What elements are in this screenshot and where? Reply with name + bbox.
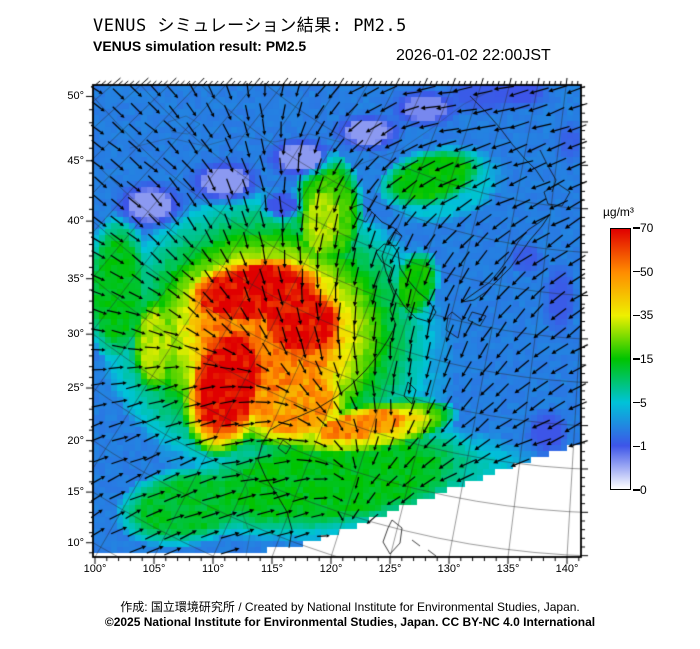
y-axis-tick-label: 15° [67,486,84,499]
colorbar-tick-label: 5 [640,395,647,410]
colorbar-tick [633,489,640,491]
y-axis-tick-label: 25° [67,382,84,395]
colorbar-tick [633,314,640,317]
colorbar-tick [633,445,640,448]
y-axis-tick-label: 10° [67,536,84,549]
colorbar-tick-label: 70 [640,221,654,235]
x-axis-tick-label: 140° [555,563,579,575]
x-axis-tick-label: 125° [378,563,402,575]
y-axis-tick-label: 50° [67,90,84,103]
y-axis-tick-label: 40° [67,215,84,228]
valid-timestamp: 2026-01-02 22:00JST [396,47,551,64]
page-title-japanese: VENUS シミュレーション結果: PM2.5 [93,16,407,36]
colorbar-tick [633,401,640,404]
colorbar-tick-label: 50 [640,264,654,279]
colorbar [610,228,631,490]
page-title-english: VENUS simulation result: PM2.5 [93,38,307,54]
x-axis-tick-label: 105° [142,563,166,575]
colorbar-tick [633,358,640,360]
x-axis-tick-label: 130° [437,563,461,575]
x-axis-tick-label: 115° [261,563,283,575]
y-axis-tick-label: 30° [67,328,84,341]
credit-line: 作成: 国立環境研究所 / Created by National Instit… [120,600,580,614]
colorbar-tick-label: 15 [640,352,654,366]
x-axis-tick-label: 100° [83,563,107,575]
x-axis-tick-label: 135° [496,563,520,575]
colorbar-tick [633,227,640,229]
colorbar-tick [633,270,640,273]
y-axis-tick-label: 20° [67,434,84,447]
colorbar-unit-label: µg/m³ [603,205,634,219]
colorbar-tick-label: 0 [640,483,647,497]
y-axis-tick-label: 45° [67,154,84,167]
colorbar-tick-label: 35 [640,308,654,323]
copyright-line: ©2025 National Institute for Environment… [104,615,596,629]
colorbar-tick-label: 1 [640,439,647,454]
x-axis-tick-label: 110° [202,563,224,575]
y-axis-tick-label: 35° [67,272,84,285]
x-axis-tick-label: 120° [319,563,343,575]
